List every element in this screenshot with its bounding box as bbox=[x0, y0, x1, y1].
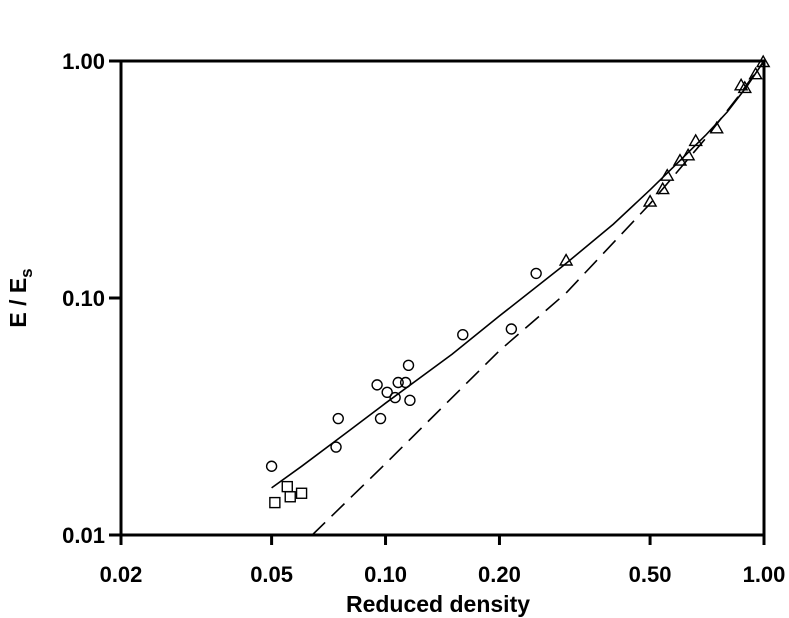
circle-marker bbox=[389, 391, 401, 404]
circle-marker bbox=[530, 267, 542, 280]
x-tick-label: 0.10 bbox=[364, 562, 407, 587]
y-tick-label: 0.01 bbox=[62, 523, 105, 548]
triangle-marker bbox=[659, 168, 675, 181]
triangle-marker bbox=[558, 253, 574, 266]
circle-marker bbox=[404, 394, 416, 407]
x-tick-label: 0.02 bbox=[100, 562, 143, 587]
circle-marker bbox=[402, 359, 415, 372]
triangle-marker bbox=[655, 181, 670, 195]
triangle-marker bbox=[748, 66, 763, 80]
plot-frame bbox=[119, 59, 766, 537]
square-marker bbox=[281, 480, 293, 493]
circle-marker bbox=[399, 376, 412, 389]
circle-marker bbox=[265, 460, 278, 472]
triangle-marker bbox=[680, 147, 696, 161]
square-marker bbox=[269, 496, 281, 509]
circle-marker bbox=[371, 379, 383, 391]
y-axis-title: E / Es bbox=[5, 268, 36, 327]
x-tick-label: 0.05 bbox=[250, 562, 293, 587]
data-markers bbox=[265, 54, 771, 509]
square-marker bbox=[295, 487, 308, 499]
x-axis-ticks: 0.02 0.05 0.10 0.20 0.50 1.00 bbox=[100, 535, 786, 587]
triangle-marker bbox=[688, 133, 703, 147]
solid-fit-line bbox=[271, 60, 765, 489]
triangle-marker bbox=[737, 80, 753, 94]
circle-marker bbox=[332, 412, 344, 425]
x-tick-label: 0.20 bbox=[478, 562, 521, 587]
circle-marker bbox=[330, 441, 342, 453]
y-axis-ticks: 0.01 0.10 1.00 bbox=[62, 49, 121, 548]
circle-marker bbox=[505, 323, 518, 335]
circle-marker bbox=[457, 329, 469, 341]
y-axis-title-subscript: s bbox=[17, 268, 36, 277]
y-tick-label: 1.00 bbox=[62, 49, 105, 74]
triangle-marker bbox=[642, 194, 658, 207]
x-tick-label: 0.50 bbox=[629, 562, 672, 587]
circle-marker bbox=[392, 376, 404, 389]
triangle-marker bbox=[755, 54, 771, 68]
circle-marker bbox=[374, 412, 387, 425]
y-tick-label: 0.10 bbox=[62, 286, 105, 311]
x-tick-label: 1.00 bbox=[743, 562, 786, 587]
circle-marker bbox=[381, 386, 393, 399]
triangle-marker bbox=[733, 77, 749, 91]
y-axis-title-main: E / E bbox=[5, 278, 31, 328]
x-axis-title: Reduced density bbox=[346, 591, 530, 617]
dashed-fit-line bbox=[311, 60, 765, 536]
square-marker bbox=[284, 491, 296, 503]
triangle-marker bbox=[709, 120, 724, 134]
fit-lines bbox=[271, 60, 765, 536]
